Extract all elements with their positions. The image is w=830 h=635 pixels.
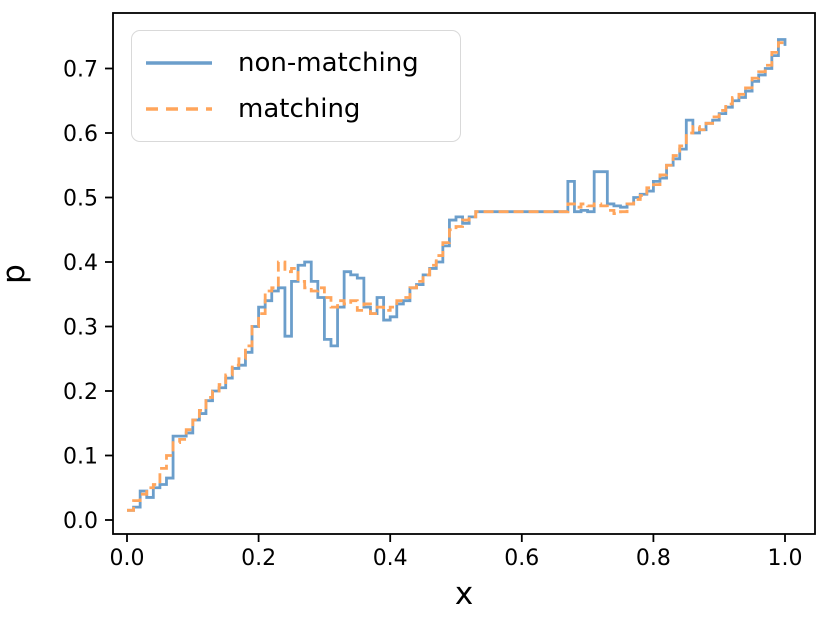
legend-entry-matching: matching (146, 86, 442, 132)
y-tick-label: 0.0 (63, 509, 98, 534)
y-tick-label: 0.6 (63, 122, 98, 147)
y-tick-label: 0.3 (63, 316, 98, 341)
x-tick-label: 1.0 (768, 546, 803, 571)
axes-frame (112, 12, 816, 535)
x-axis-label: x (454, 576, 474, 612)
y-tick-label: 0.5 (63, 187, 98, 212)
series-path-matching (127, 41, 785, 512)
x-tick-label: 0.8 (636, 546, 671, 571)
legend-entry-non-matching: non-matching (146, 40, 442, 86)
y-axis-label: p (0, 124, 32, 424)
y-tick-label: 0.4 (63, 251, 98, 276)
x-tick-label: 0.2 (241, 546, 276, 571)
x-tick-label: 0.4 (373, 546, 408, 571)
y-tick-label: 0.2 (63, 380, 98, 405)
legend-label-non-matching: non-matching (238, 48, 419, 78)
legend-line-solid-icon (146, 61, 212, 65)
y-tick-label: 0.1 (63, 445, 98, 470)
legend-label-matching: matching (238, 94, 361, 124)
x-tick-label: 0.0 (110, 546, 145, 571)
legend-line-dashed-icon (146, 107, 212, 111)
x-tick-label: 0.6 (504, 546, 539, 571)
legend: non-matching matching (131, 30, 461, 142)
y-tick-label: 0.7 (63, 58, 98, 83)
